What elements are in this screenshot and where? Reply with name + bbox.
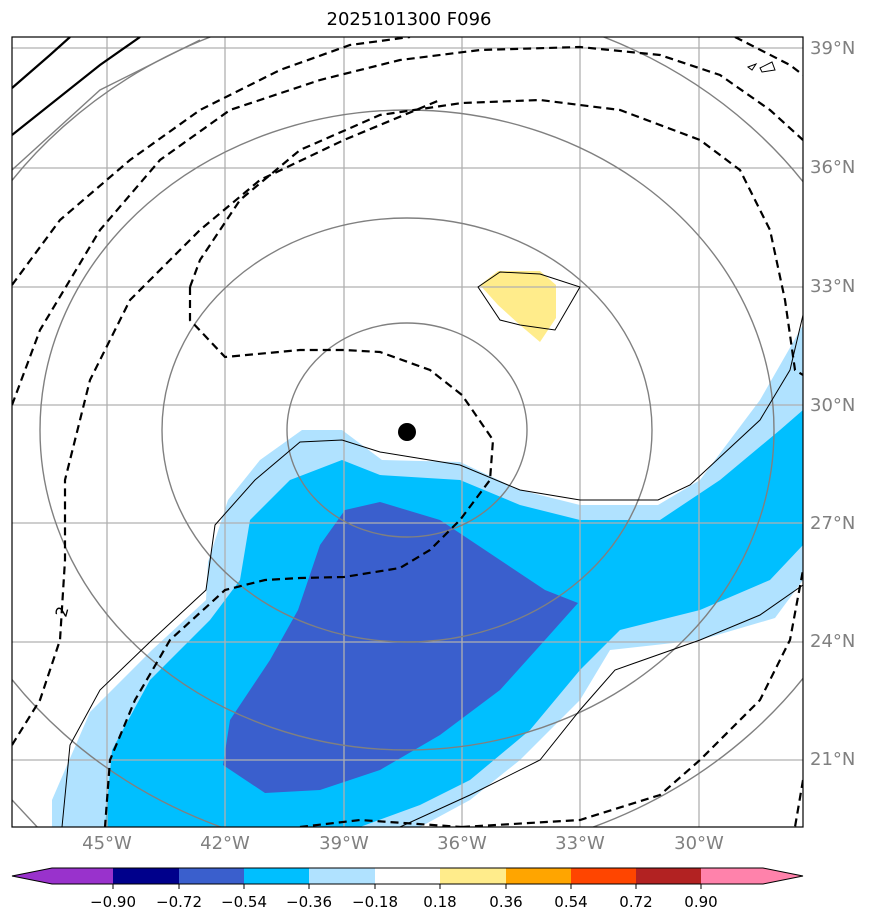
contour-label: 2 (52, 604, 73, 619)
colorbar-extend-high (763, 868, 803, 884)
lat-label: 36°N (810, 157, 856, 178)
lon-label: 36°W (437, 833, 487, 854)
colorbar-extend-low (12, 868, 52, 884)
colorbar-tick-label: −0.54 (221, 893, 267, 911)
colorbar-bin (113, 868, 179, 884)
dashed-contours (12, 37, 803, 827)
colorbar-bin (244, 868, 309, 884)
colorbar-bin (309, 868, 375, 884)
colorbar-bin (375, 868, 440, 884)
storm-center-marker (398, 423, 416, 441)
colorbar-tick-label: 0.18 (423, 893, 457, 911)
lon-label: 33°W (555, 833, 605, 854)
colorbar-bin (440, 868, 506, 884)
colorbar-tick-label: −0.72 (156, 893, 202, 911)
colorbar-bin (701, 868, 763, 884)
colorbar-bin (636, 868, 701, 884)
shade-royalblue (223, 502, 578, 793)
colorbar-tick-label: 0.90 (684, 893, 718, 911)
colorbar-tick-label: −0.18 (352, 893, 398, 911)
gray-contours (12, 37, 803, 827)
colorbar-bin (506, 868, 571, 884)
colorbar (11, 867, 804, 889)
lat-label: 27°N (810, 513, 856, 534)
colorbar-bin (179, 868, 244, 884)
solid-contours (12, 37, 141, 136)
lat-label: 39°N (810, 38, 856, 59)
map-title: 2025101300 F096 (326, 9, 492, 30)
lat-label: 33°N (810, 276, 856, 297)
colorbar-bin (52, 868, 113, 884)
colorbar-outline (11, 867, 804, 885)
lat-label: 21°N (810, 749, 856, 770)
lon-label: 39°W (319, 833, 369, 854)
graticule (12, 37, 803, 827)
map-border (11, 36, 804, 828)
colorbar-bin (571, 868, 636, 884)
shade-yellow (480, 271, 556, 342)
thin-contours (61, 61, 803, 827)
colorbar-tick-label: 0.72 (619, 893, 653, 911)
lon-label: 30°W (674, 833, 724, 854)
colorbar-tick-label: −0.36 (286, 893, 332, 911)
lat-label: 30°N (810, 395, 856, 416)
colorbar-tick-label: 0.54 (554, 893, 588, 911)
lon-label: 42°W (200, 833, 250, 854)
lat-label: 24°N (810, 631, 856, 652)
colorbar-tick-label: −0.90 (90, 893, 136, 911)
lon-label: 45°W (82, 833, 132, 854)
colorbar-tick-label: 0.36 (489, 893, 523, 911)
